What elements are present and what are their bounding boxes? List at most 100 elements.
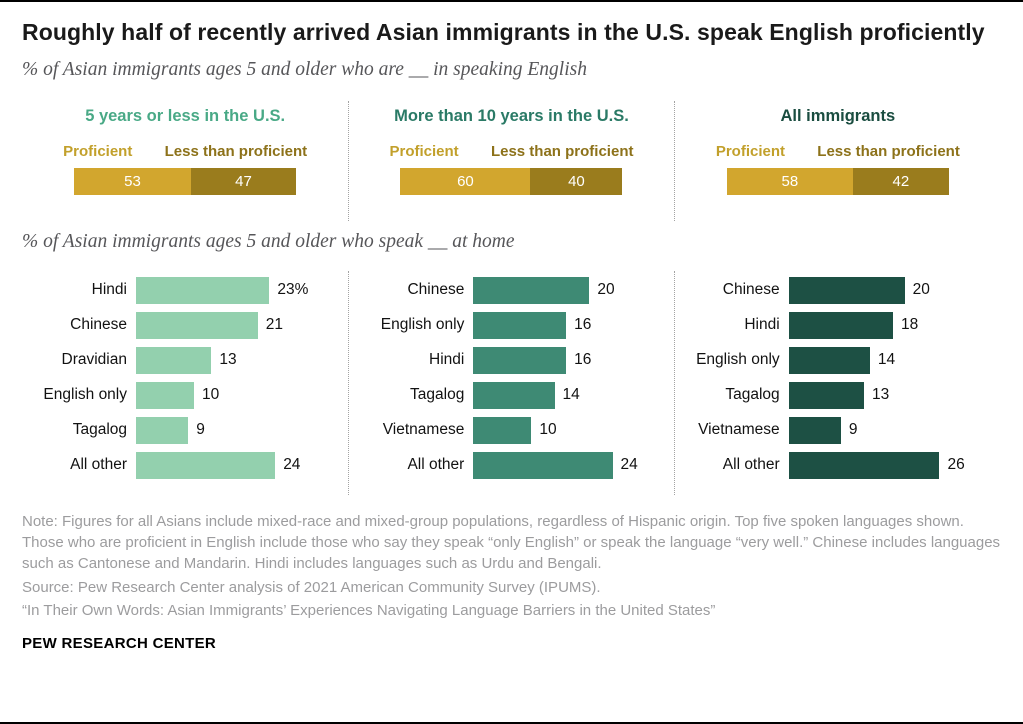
language-bar [788, 346, 870, 374]
language-bar [473, 311, 567, 339]
language-value: 9 [848, 421, 858, 439]
language-label: Tagalog [72, 421, 127, 439]
segment-less-proficient: 40 [530, 167, 623, 195]
legend-less-proficient-label: Less than proficient [817, 142, 960, 160]
language-value: 14 [877, 351, 896, 369]
language-row: Dravidian 13 [22, 343, 344, 378]
language-row: Chinese 20 [359, 273, 669, 308]
stacked-bar-group: Proficient Less than proficient 53 47 [63, 143, 307, 195]
stacked-bar-group: Proficient Less than proficient 58 42 [716, 143, 960, 195]
language-row: Hindi 16 [359, 343, 669, 378]
header: Roughly half of recently arrived Asian i… [22, 18, 1001, 81]
panel-title: All immigrants [780, 106, 896, 125]
language-value: 20 [597, 281, 615, 299]
legend: Proficient Less than proficient [716, 143, 960, 160]
language-bar [136, 381, 194, 409]
language-value: 10 [202, 386, 220, 404]
language-row: Chinese 21 [22, 308, 344, 343]
stacked-bar-group: Proficient Less than proficient 60 40 [389, 143, 633, 195]
language-label: Dravidian [61, 351, 127, 369]
language-label: Chinese [407, 281, 465, 299]
legend-proficient-label: Proficient [715, 142, 786, 160]
language-bar [473, 276, 590, 304]
language-value: 24 [283, 456, 301, 474]
stacked-bar: 60 40 [400, 167, 623, 195]
legend-proficient-label: Proficient [63, 142, 133, 160]
language-bar [788, 311, 894, 339]
language-value: 9 [196, 421, 205, 439]
language-row: All other 24 [22, 448, 344, 483]
language-bar [473, 416, 532, 444]
language-row: English only 16 [359, 308, 669, 343]
proficiency-panel-more-than-10-years: More than 10 years in the U.S. Proficien… [348, 100, 675, 221]
language-label: Vietnamese [698, 421, 780, 439]
language-label: Chinese [722, 281, 780, 299]
language-label: Tagalog [725, 386, 780, 404]
language-bar [473, 381, 555, 409]
language-bar [788, 416, 841, 444]
language-bar [136, 416, 189, 444]
language-label: English only [380, 316, 465, 334]
language-bar [136, 346, 212, 374]
language-value: 21 [265, 316, 284, 334]
language-row: English only 14 [675, 343, 997, 378]
legend: Proficient Less than proficient [389, 143, 633, 160]
stacked-bar: 58 42 [726, 167, 949, 195]
language-label: English only [696, 351, 780, 369]
note-text: Note: Figures for all Asians include mix… [22, 512, 1001, 573]
language-label: English only [43, 386, 127, 404]
language-row: Vietnamese 9 [675, 413, 997, 448]
language-row: Tagalog 9 [22, 413, 344, 448]
segment-proficient: 53 [74, 167, 191, 195]
language-row: Vietnamese 10 [359, 413, 669, 448]
segment-less-proficient: 42 [852, 167, 949, 195]
brand-wordmark: PEW RESEARCH CENTER [22, 635, 217, 653]
language-label: Vietnamese [382, 421, 465, 439]
language-panel-all-immigrants: Chinese 20 Hindi 18 English only 14 Tagalog 13 V… [675, 271, 1001, 495]
language-label: All other [70, 456, 127, 474]
language-value: 14 [562, 386, 580, 404]
segment-proficient: 60 [400, 167, 531, 195]
legend-less-proficient-label: Less than proficient [490, 142, 634, 160]
source-text: Source: Pew Research Center analysis of … [22, 578, 601, 596]
language-bar [788, 381, 865, 409]
footer: Note: Figures for all Asians include mix… [22, 511, 1001, 652]
language-label: All other [722, 456, 780, 474]
proficiency-panel-all-immigrants: All immigrants Proficient Less than prof… [675, 101, 1001, 221]
legend-less-proficient-label: Less than proficient [164, 142, 308, 160]
stacked-bar: 53 47 [74, 167, 297, 195]
legend: Proficient Less than proficient [63, 143, 307, 160]
language-value: 24 [620, 456, 638, 474]
language-label: Hindi [429, 351, 465, 369]
language-value: 16 [574, 351, 592, 369]
language-bar [136, 276, 270, 304]
segment-less-proficient: 47 [190, 167, 297, 195]
subtitle-language-at-home: % of Asian immigrants ages 5 and older w… [22, 230, 515, 252]
language-row: Tagalog 14 [359, 378, 669, 413]
language-value: 16 [574, 316, 592, 334]
subtitle-english-proficiency: % of Asian immigrants ages 5 and older w… [22, 58, 587, 80]
language-bar [788, 276, 905, 304]
language-value: 13 [219, 351, 237, 369]
panel-title: More than 10 years in the U.S. [394, 106, 629, 125]
language-bar [473, 346, 567, 374]
legend-proficient-label: Proficient [389, 142, 459, 160]
language-row: Chinese 20 [675, 273, 997, 308]
segment-proficient: 58 [726, 167, 853, 195]
language-row: Hindi 18 [675, 308, 997, 343]
language-row: All other 24 [359, 448, 669, 483]
language-label: Chinese [70, 316, 127, 334]
language-label: All other [407, 456, 465, 474]
language-label: Hindi [744, 316, 780, 334]
language-value: 13 [872, 386, 890, 404]
language-panel-more-than-10-years: Chinese 20 English only 16 Hindi 16 Tagalog 14 V… [348, 270, 675, 495]
proficiency-panel-5-years-or-less: 5 years or less in the U.S. Proficient L… [22, 101, 348, 221]
report-title-text: “In Their Own Words: Asian Immigrants’ E… [22, 602, 716, 620]
language-row: English only 10 [22, 378, 344, 413]
language-value: 23% [277, 281, 309, 299]
language-bar [473, 451, 613, 479]
language-at-home-section: Hindi 23% Chinese 21 Dravidian 13 English only… [22, 270, 1001, 495]
page-title: Roughly half of recently arrived Asian i… [22, 19, 985, 45]
language-bar [788, 451, 940, 479]
